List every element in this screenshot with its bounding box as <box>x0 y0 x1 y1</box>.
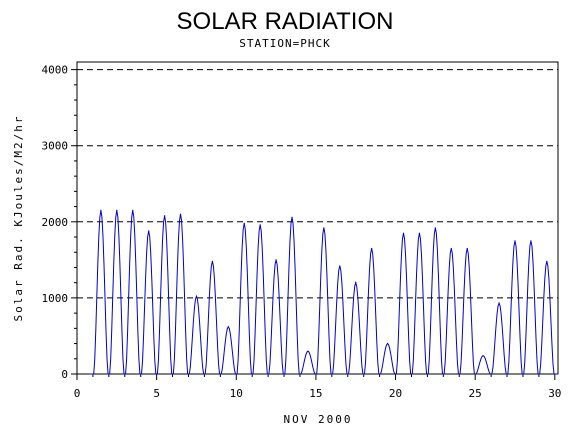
data-point-day-16 <box>339 265 341 267</box>
data-point-day-10 <box>243 222 245 224</box>
chart-title: SOLAR RADIATION <box>177 8 394 35</box>
data-point-day-21 <box>418 232 421 234</box>
axis-ticks: 0 1000 2000 3000 4000 0 5 10 15 20 25 30 <box>42 64 562 400</box>
data-point-day-25 <box>482 355 484 357</box>
data-point-day-11 <box>259 224 261 226</box>
data-point-day-12 <box>275 259 277 261</box>
y-tick-label-4000: 4000 <box>42 64 69 77</box>
data-point-day-23 <box>450 247 452 250</box>
y-tick-label-1000: 1000 <box>42 292 69 305</box>
y-tick-label-3000: 3000 <box>42 140 69 153</box>
data-point-day-24 <box>466 247 468 250</box>
data-point-day-27 <box>514 240 516 242</box>
data-point-day-3 <box>132 209 134 211</box>
data-point-day-18 <box>371 247 373 250</box>
data-point-day-15 <box>323 227 325 229</box>
y-tick-label-0: 0 <box>61 368 68 381</box>
data-point-day-6 <box>179 213 182 215</box>
data-point-day-22 <box>434 227 436 229</box>
gridlines <box>77 69 558 299</box>
data-point-day-17 <box>355 282 357 284</box>
x-tick-label-15: 15 <box>309 387 322 400</box>
series-line-0 <box>89 210 558 375</box>
data-point-day-26 <box>498 302 500 304</box>
data-point-day-14 <box>307 350 309 352</box>
x-tick-label-5: 5 <box>153 387 160 400</box>
x-tick-label-20: 20 <box>389 387 402 400</box>
x-tick-label-25: 25 <box>469 387 482 400</box>
data-point-day-4 <box>148 230 150 232</box>
data-point-day-9 <box>227 326 229 328</box>
data-point-day-7 <box>195 295 198 297</box>
x-tick-label-10: 10 <box>230 387 243 400</box>
y-axis-label: Solar Rad. KJoules/M2/hr <box>12 115 25 322</box>
chart-subtitle: STATION=PHCK <box>239 37 330 50</box>
data-point-day-29 <box>546 260 548 262</box>
plot-frame <box>76 61 559 375</box>
series-group <box>89 209 558 375</box>
data-point-day-5 <box>163 215 166 217</box>
data-point-day-8 <box>211 260 213 262</box>
x-tick-label-30: 30 <box>548 387 561 400</box>
data-point-day-20 <box>402 232 405 234</box>
data-point-day-13 <box>291 216 293 218</box>
x-axis-label: NOV 2000 <box>284 413 353 426</box>
x-tick-label-0: 0 <box>74 387 81 400</box>
y-tick-label-2000: 2000 <box>42 216 69 229</box>
data-point-day-1 <box>100 209 102 211</box>
data-point-day-19 <box>386 342 389 345</box>
data-point-day-28 <box>530 240 532 242</box>
data-point-day-2 <box>116 209 118 211</box>
